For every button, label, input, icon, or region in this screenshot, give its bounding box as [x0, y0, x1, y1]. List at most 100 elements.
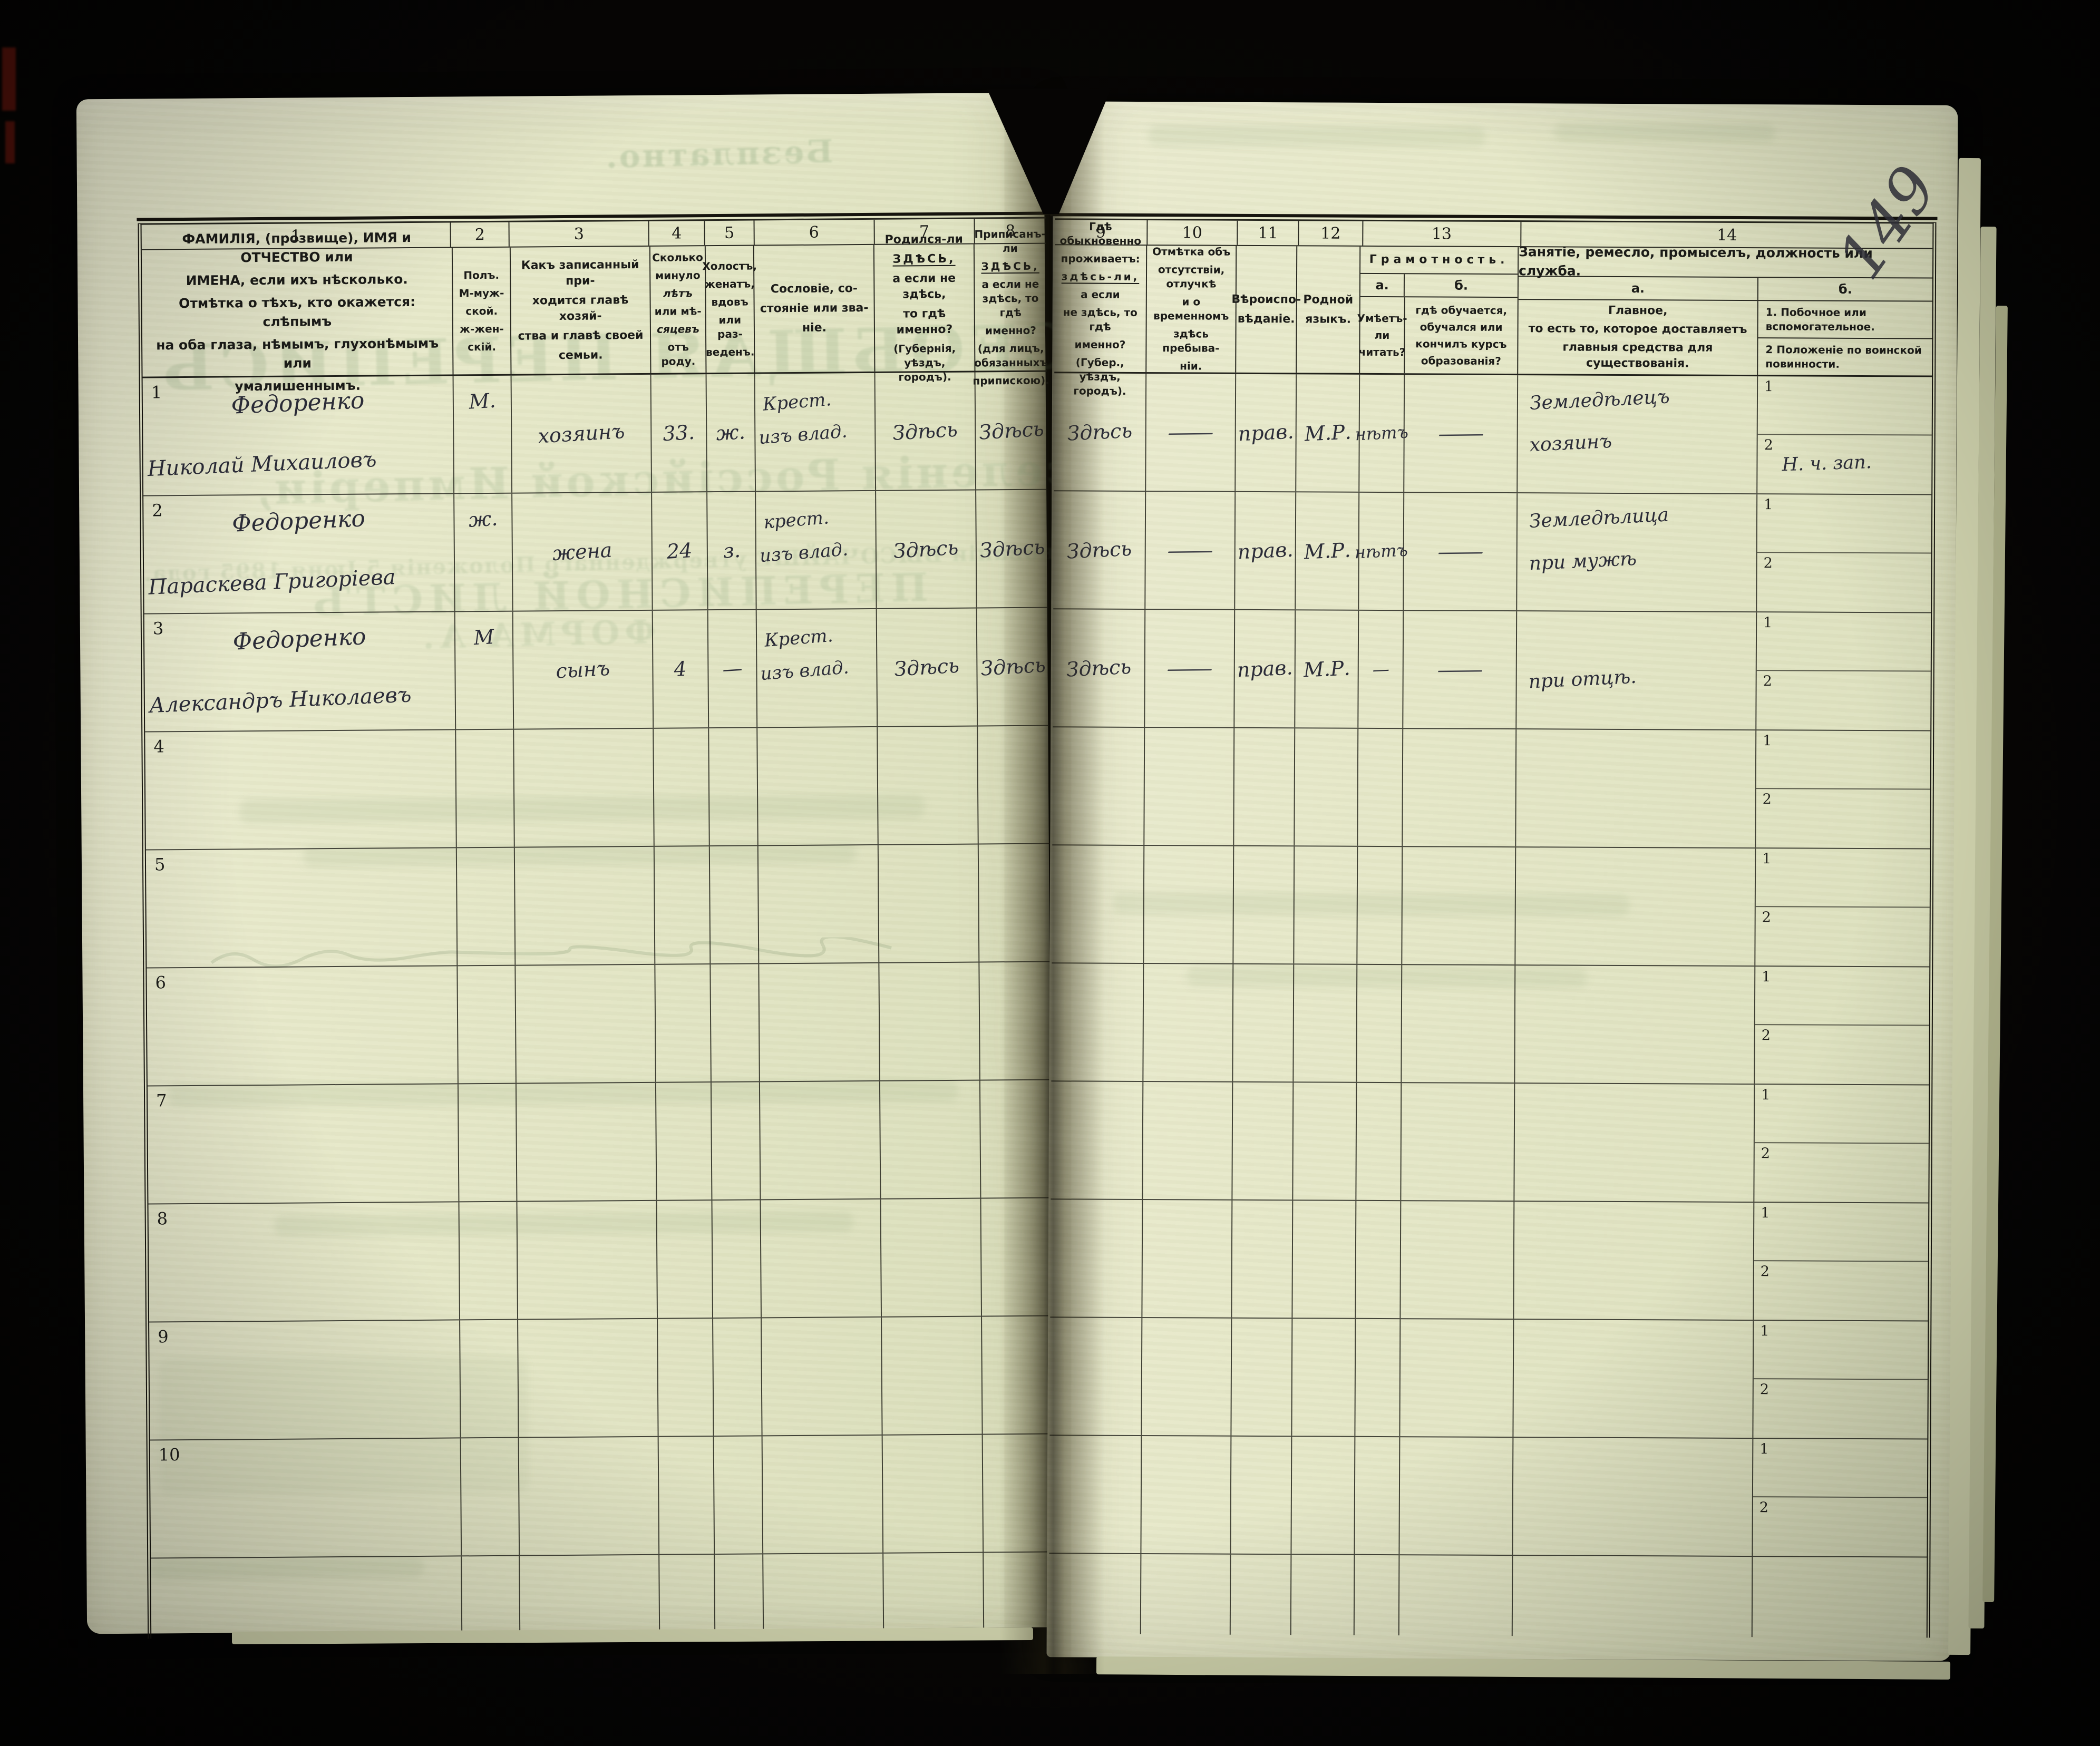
cell-education [1400, 1319, 1514, 1437]
cell-registration [980, 1080, 1053, 1198]
cell-birthplace [879, 962, 980, 1080]
cell-education [1402, 965, 1516, 1083]
cell-sex: М. [453, 375, 513, 493]
cell-absence-note [1142, 1318, 1232, 1436]
subcell-military-status: 2 [1761, 1027, 1771, 1044]
col-12-number: 12 [1299, 221, 1363, 246]
cell-estate [759, 963, 880, 1081]
cell-birthplace: Здѣсь [877, 608, 978, 726]
row-number: 5 [154, 854, 166, 875]
cell-education: — [1404, 375, 1519, 493]
cell-age [655, 964, 712, 1082]
col-4-header: Сколько минуло лѣтъ или мѣ- сяцевъ отъ р… [650, 246, 707, 373]
cell-age: 33. [651, 374, 708, 492]
cell-sex: ж. [454, 493, 513, 611]
cell-name: 2 Федоренко Параскева Григоріева [143, 494, 455, 613]
cell-relation: хозяинъ [511, 374, 653, 493]
cell-education: — [1403, 611, 1518, 729]
cell-can-read: нѣтъ [1355, 374, 1409, 492]
cell-marital-status [712, 1200, 762, 1318]
cell-native-language: М.Р. [1296, 374, 1360, 492]
column-header-row: Гдѣ обыкновенно проживаетъ: здѣсь-ли, а … [1054, 220, 1933, 397]
cell-estate [762, 1317, 883, 1436]
cell-religion [1231, 1436, 1292, 1554]
row-number: 8 [157, 1208, 168, 1229]
subcell-military-status: 2 [1763, 673, 1772, 690]
cell-religion: прав. [1236, 374, 1297, 492]
cell-native-language [1291, 1437, 1356, 1554]
cell-absence-note [1143, 964, 1234, 1081]
cell-secondary-occupation: 1 2 [1755, 967, 1930, 1084]
subcell-side-occupation: 1 [1753, 1439, 1928, 1498]
col-4-number: 4 [649, 221, 706, 246]
surname-handwritten: Федоренко [230, 387, 365, 420]
cell-age [658, 1319, 714, 1436]
cell-education [1402, 847, 1516, 965]
row-number: 4 [153, 736, 164, 757]
cell-religion [1234, 728, 1296, 846]
cell-marital-status: ж. [706, 374, 756, 492]
cell-secondary-occupation: 1 2 [1753, 1439, 1928, 1556]
col-11-number: 11 [1238, 220, 1299, 246]
subcell-side-occupation: 1 [1757, 376, 1932, 436]
col-13a-header: Умѣетъ- ли читать? [1357, 297, 1407, 374]
cell-secondary-occupation: 1 2 [1754, 1085, 1929, 1202]
cell-residence: Здѣсь [1053, 609, 1146, 727]
cell-absence-note [1142, 1200, 1233, 1318]
cell-residence: Здѣсь [1053, 491, 1146, 609]
col-5-number: 5 [705, 220, 755, 246]
bleedthrough-free-label: Безплатно. [603, 133, 834, 176]
cell-relation [514, 728, 655, 847]
cell-main-occupation: Земледѣлица при мужѣ [1517, 493, 1758, 612]
col-14b2-header: 2 Положеніе по воинской повинности. [1765, 343, 1922, 370]
cell-secondary-occupation: 1 2 [1754, 1203, 1929, 1320]
col-2-number: 2 [451, 222, 510, 247]
cell-estate [760, 1081, 881, 1199]
bleed-smudge [1554, 122, 1776, 143]
subcell-side-occupation: 1 [1756, 730, 1931, 790]
col-13-number: 13 [1363, 221, 1522, 247]
table-row-stub [1048, 1554, 1927, 1637]
cell-education [1399, 1437, 1514, 1555]
col-11-header: Вѣроиспо- вѣданіе. [1231, 246, 1301, 373]
cell-residence [1049, 1318, 1143, 1436]
cell-name: 10 [150, 1438, 462, 1558]
cell-residence [1050, 1199, 1143, 1318]
cell-religion [1232, 1200, 1294, 1318]
table-row: Здѣсь — прав. М.Р. — — при отцѣ. 1 2 [1053, 609, 1931, 731]
cell-absence-note: — [1145, 610, 1236, 727]
table-row: 6 [147, 962, 1052, 1087]
cell-absence-note: — [1146, 374, 1237, 491]
red-edge-mark [2, 47, 16, 111]
cell-estate [762, 1435, 884, 1554]
cell-main-occupation [1513, 1320, 1754, 1438]
col-10-header: Отмѣтка объ отсутствіи, отлучкѣ и о врем… [1146, 245, 1237, 373]
cell-marital-status: — [708, 610, 758, 728]
col-3-number: 3 [509, 221, 649, 247]
cell-religion [1233, 846, 1295, 964]
surname-handwritten [149, 1209, 458, 1223]
cell-age: 24 [652, 492, 708, 610]
cell-registration [983, 1435, 1055, 1552]
subcell-military-status: 2 [1760, 1263, 1770, 1280]
cell-main-occupation [1516, 729, 1757, 848]
row-number: 7 [155, 1090, 167, 1111]
subcell-side-occupation: 1 [1755, 848, 1930, 908]
cell-absence-note [1144, 728, 1235, 845]
cell-native-language [1292, 1319, 1356, 1436]
cell-main-occupation [1513, 1438, 1754, 1556]
cell-estate: крест. изъ влад. [756, 491, 877, 609]
ledger-page-left: Безплатно. ПЕРВАЯ ВСЕОБЩАЯ ПЕРЕПИСЬ Насе… [76, 92, 1500, 1639]
table-row: 1 2 [1049, 1436, 1928, 1558]
cell-native-language [1294, 846, 1358, 964]
cell-sex [456, 729, 515, 847]
table-row: 10 [150, 1434, 1055, 1559]
cell-native-language [1292, 1201, 1357, 1318]
cell-secondary-occupation: 1 2 [1756, 612, 1931, 730]
cell-education [1401, 1083, 1515, 1201]
cell-birthplace [878, 726, 979, 844]
col-14b1-header: 1. Побочное или вспомогательное. [1758, 301, 1932, 339]
cell-estate [757, 727, 879, 845]
cell-can-read [1355, 1437, 1401, 1555]
